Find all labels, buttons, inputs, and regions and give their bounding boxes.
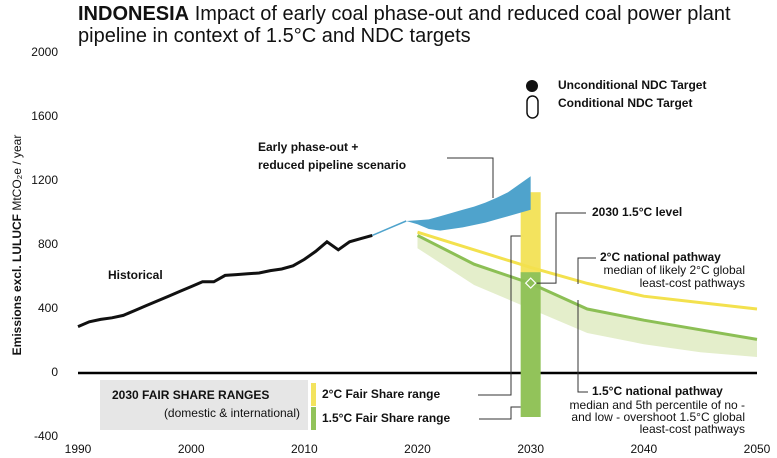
- fair-share-bar: [520, 272, 541, 417]
- y-tick-label: 2000: [31, 45, 58, 59]
- fair-share-title: 2030 FAIR SHARE RANGES: [112, 388, 269, 402]
- y-label-bold: Emissions excl. LULUCF: [10, 214, 24, 355]
- pathway-15c-note: median and 5th percentile of no -: [570, 398, 745, 412]
- legend-marker: [526, 80, 538, 92]
- fair-share-box: [100, 380, 308, 430]
- leader-line: [577, 300, 588, 393]
- y-tick-label: 1200: [31, 173, 58, 187]
- scenario-label: reduced pipeline scenario: [258, 158, 406, 172]
- y-tick-label: 1600: [31, 109, 58, 123]
- pathway-15c-band: [417, 235, 757, 357]
- leader-line: [479, 406, 521, 420]
- pathway-15c-line: [416, 234, 758, 341]
- historical-line: [77, 233, 373, 328]
- x-tick-label: 2050: [744, 442, 771, 456]
- legend-marker: [526, 95, 539, 119]
- pathway-15c-note: least-cost pathways: [640, 422, 745, 436]
- fair-share-label: 2°C Fair Share range: [322, 387, 441, 401]
- leader-line: [536, 212, 586, 284]
- pathway-2c-label: 2°C national pathway: [600, 250, 721, 264]
- leader-line: [478, 235, 521, 396]
- scenario-band: [406, 176, 531, 231]
- y-tick-label: 400: [38, 301, 58, 315]
- fair-share-label: 1.5°C Fair Share range: [322, 411, 451, 425]
- pathway-2c-note: least-cost pathways: [640, 276, 745, 290]
- x-tick-label: 2030: [517, 442, 544, 456]
- scenario-link: [371, 220, 407, 237]
- y-tick-label: -400: [34, 429, 58, 443]
- y-label-unit: MtCO₂e / year: [10, 135, 24, 211]
- scenario-label: Early phase-out +: [258, 140, 358, 154]
- x-tick-label: 2020: [404, 442, 431, 456]
- fair-share-key: [311, 383, 316, 406]
- pathway-15c-label: 1.5°C national pathway: [592, 384, 723, 398]
- leader-line: [577, 257, 596, 284]
- y-tick-label: 800: [38, 237, 58, 251]
- historical-label: Historical: [108, 268, 163, 282]
- level-2030-marker: [524, 277, 537, 289]
- x-tick-label: 2040: [630, 442, 657, 456]
- x-tick-label: 2000: [178, 442, 205, 456]
- pathway-15c-note: and low - overshoot 1.5°C global: [571, 410, 745, 424]
- x-tick-label: 1990: [65, 442, 92, 456]
- fair-share-bar: [520, 192, 541, 277]
- legend-label: Conditional NDC Target: [558, 96, 692, 110]
- fair-share-subtitle: (domestic & international): [164, 406, 300, 420]
- y-tick-label: 0: [51, 365, 58, 379]
- y-axis-label: Emissions excl. LULUCF MtCO₂e / year: [10, 135, 24, 356]
- leader-line: [447, 157, 494, 198]
- title-block: INDONESIA Impact of early coal phase-out…: [78, 3, 768, 47]
- level-2030-label: 2030 1.5°C level: [592, 205, 682, 219]
- x-tick-label: 2010: [291, 442, 318, 456]
- pathway-2c-line: [417, 230, 758, 311]
- title-prefix: INDONESIA: [78, 3, 190, 25]
- fair-share-key: [311, 407, 316, 430]
- pathway-2c-note: median of likely 2°C global: [603, 263, 745, 277]
- legend-label: Unconditional NDC Target: [558, 78, 706, 92]
- chart-title: Impact of early coal phase-out and reduc…: [78, 3, 731, 47]
